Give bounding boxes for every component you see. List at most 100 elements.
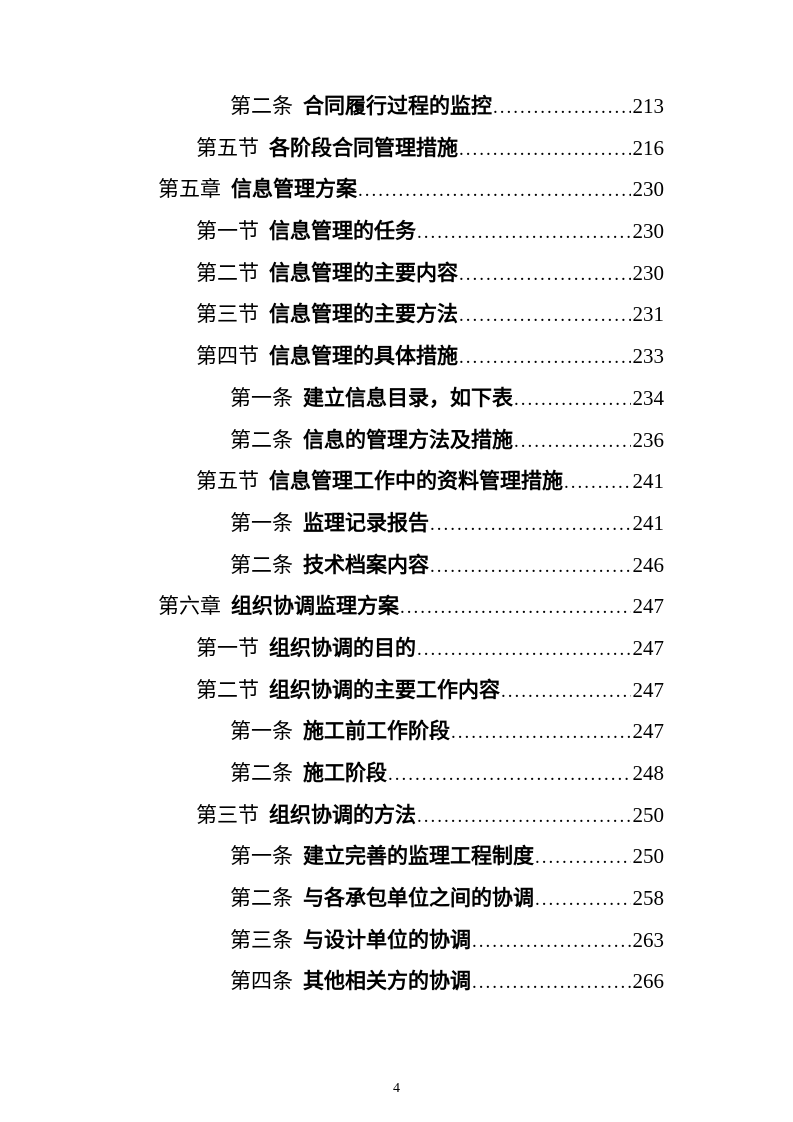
toc-entry-title: 与各承包单位之间的协调 [303, 886, 534, 911]
toc-page-number: 241 [632, 469, 665, 494]
toc-page-number: 247 [632, 677, 665, 702]
toc-entry-title: 信息管理工作中的资料管理措施 [269, 469, 563, 494]
toc-entry[interactable]: 第五章 信息管理方案 230 [158, 169, 664, 211]
toc-entry-title: 各阶段合同管理措施 [269, 135, 458, 160]
toc-entry-label: 第一条 [230, 385, 293, 410]
toc-page-number: 250 [632, 802, 665, 827]
toc-page-number: 247 [632, 594, 665, 619]
toc-page-number: 236 [632, 427, 665, 452]
toc-list: 第二条 合同履行过程的监控 213 第五节 各阶段合同管理措施 216 第五章 … [158, 86, 664, 1003]
toc-entry-label: 第二节 [196, 260, 259, 285]
toc-entry[interactable]: 第四节 信息管理的具体措施 233 [158, 336, 664, 378]
toc-entry-label: 第四条 [230, 969, 293, 994]
toc-entry[interactable]: 第二节 组织协调的主要工作内容 247 [158, 670, 664, 712]
toc-entry-title: 组织协调监理方案 [231, 594, 399, 619]
toc-leader-dots [472, 961, 631, 1004]
toc-entry[interactable]: 第三节 组织协调的方法 250 [158, 795, 664, 837]
toc-page-number: 247 [632, 635, 665, 660]
toc-entry-label: 第二条 [230, 427, 293, 452]
toc-entry-title: 信息管理的主要方法 [269, 302, 458, 327]
toc-entry-title: 信息管理的任务 [269, 219, 416, 244]
toc-entry-title: 技术档案内容 [303, 552, 429, 577]
toc-entry-label: 第六章 [158, 594, 221, 619]
footer-page-number: 4 [393, 1081, 400, 1096]
toc-leader-dots [400, 586, 631, 629]
toc-entry-label: 第五节 [196, 469, 259, 494]
toc-page-number: 247 [632, 719, 665, 744]
toc-page-number: 234 [632, 385, 665, 410]
toc-entry[interactable]: 第一节 信息管理的任务 230 [158, 211, 664, 253]
toc-entry-label: 第二条 [230, 94, 293, 118]
toc-entry[interactable]: 第一条 建立信息目录，如下表 234 [158, 378, 664, 420]
toc-entry[interactable]: 第三节 信息管理的主要方法 231 [158, 294, 664, 336]
toc-entry-label: 第一节 [196, 635, 259, 660]
toc-entry-label: 第一条 [230, 719, 293, 744]
toc-entry[interactable]: 第二条 信息的管理方法及措施 236 [158, 420, 664, 462]
toc-entry[interactable]: 第二条 施工阶段 248 [158, 753, 664, 795]
toc-entry[interactable]: 第一节 组织协调的目的 247 [158, 628, 664, 670]
toc-entry[interactable]: 第六章 组织协调监理方案 247 [158, 586, 664, 628]
toc-leader-dots [459, 128, 631, 171]
toc-entry-label: 第四节 [196, 344, 259, 369]
toc-entry-label: 第三节 [196, 302, 259, 327]
toc-leader-dots [459, 336, 631, 379]
toc-entry-label: 第二条 [230, 552, 293, 577]
toc-entry-label: 第五章 [158, 177, 221, 202]
toc-entry-title: 合同履行过程的监控 [303, 94, 492, 118]
toc-entry[interactable]: 第一条 监理记录报告 241 [158, 503, 664, 545]
toc-leader-dots [430, 545, 631, 588]
toc-entry-label: 第二条 [230, 761, 293, 785]
toc-leader-dots [564, 461, 631, 504]
toc-leader-dots [358, 169, 631, 212]
toc-entry[interactable]: 第五节 信息管理工作中的资料管理措施 241 [158, 461, 664, 503]
toc-leader-dots [493, 86, 631, 129]
toc-page-number: 258 [632, 886, 665, 911]
toc-leader-dots [459, 294, 631, 337]
toc-entry-label: 第一条 [230, 510, 293, 535]
toc-leader-dots [514, 420, 631, 463]
toc-entry-title: 其他相关方的协调 [303, 969, 471, 994]
toc-leader-dots [459, 253, 631, 296]
toc-page-number: 230 [632, 219, 665, 244]
toc-entry[interactable]: 第三条 与设计单位的协调 263 [158, 920, 664, 962]
toc-entry-title: 建立完善的监理工程制度 [303, 844, 534, 869]
toc-entry-label: 第一节 [196, 219, 259, 244]
toc-page-number: 230 [632, 260, 665, 285]
toc-entry-title: 组织协调的主要工作内容 [269, 677, 500, 702]
toc-entry-title: 施工阶段 [303, 761, 387, 785]
toc-page-number: 246 [632, 552, 665, 577]
toc-entry-title: 信息的管理方法及措施 [303, 427, 513, 452]
toc-leader-dots [451, 711, 631, 754]
toc-leader-dots [535, 836, 631, 879]
toc-leader-dots [430, 503, 631, 546]
toc-entry-title: 组织协调的方法 [269, 802, 416, 827]
toc-leader-dots [417, 628, 631, 671]
toc-page-number: 231 [632, 302, 665, 327]
toc-entry-label: 第二条 [230, 886, 293, 911]
toc-entry-title: 建立信息目录，如下表 [303, 385, 513, 410]
toc-leader-dots [417, 795, 631, 838]
toc-entry[interactable]: 第一条 建立完善的监理工程制度 250 [158, 836, 664, 878]
toc-leader-dots [388, 753, 631, 796]
toc-page-number: 248 [632, 761, 665, 785]
toc-entry-title: 与设计单位的协调 [303, 927, 471, 952]
toc-leader-dots [514, 378, 631, 421]
toc-page-number: 230 [632, 177, 665, 202]
toc-page-number: 266 [632, 969, 665, 994]
toc-entry[interactable]: 第二条 与各承包单位之间的协调 258 [158, 878, 664, 920]
toc-entry-label: 第三条 [230, 927, 293, 952]
toc-leader-dots [417, 211, 631, 254]
toc-entry[interactable]: 第二条 技术档案内容 246 [158, 545, 664, 587]
toc-entry[interactable]: 第二条 合同履行过程的监控 213 [158, 86, 664, 128]
toc-entry[interactable]: 第一条 施工前工作阶段 247 [158, 711, 664, 753]
toc-entry[interactable]: 第五节 各阶段合同管理措施 216 [158, 128, 664, 170]
toc-entry-title: 信息管理方案 [231, 177, 357, 202]
toc-entry[interactable]: 第四条 其他相关方的协调 266 [158, 961, 664, 1003]
toc-entry-title: 监理记录报告 [303, 510, 429, 535]
toc-entry[interactable]: 第二节 信息管理的主要内容 230 [158, 253, 664, 295]
toc-page-number: 241 [632, 510, 665, 535]
toc-entry-title: 组织协调的目的 [269, 635, 416, 660]
toc-entry-title: 信息管理的主要内容 [269, 260, 458, 285]
toc-page-number: 233 [632, 344, 665, 369]
